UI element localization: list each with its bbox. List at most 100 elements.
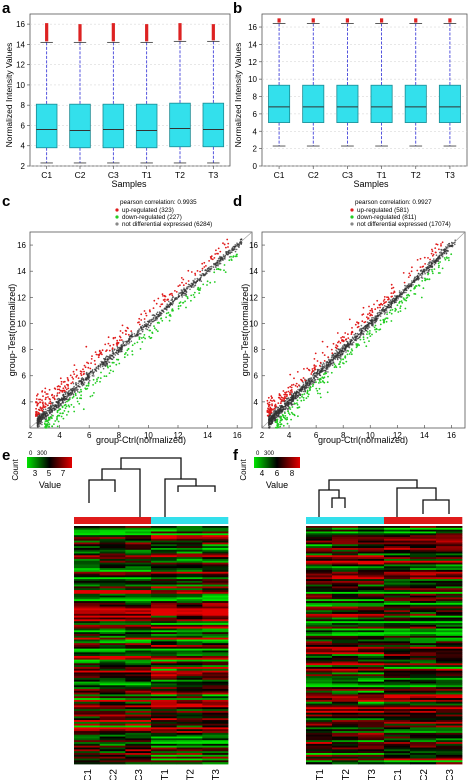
panel-f-cell xyxy=(358,624,385,628)
panel-c-point-notdiff xyxy=(177,294,180,296)
panel-e-cell xyxy=(74,597,101,600)
panel-d-point-notdiff xyxy=(406,286,408,289)
panel-e-cell xyxy=(74,665,101,668)
panel-c-point-up xyxy=(174,290,176,292)
panel-d-point-notdiff xyxy=(451,241,453,244)
panel-e-cell xyxy=(125,661,152,664)
panel-d-point-notdiff xyxy=(338,356,340,359)
panel-e-cell xyxy=(99,655,126,659)
panel-c-point-notdiff xyxy=(216,260,219,262)
panel-d-point-notdiff xyxy=(304,388,306,390)
panel-d-point-notdiff xyxy=(408,283,411,285)
panel-d-point-notdiff xyxy=(397,294,399,297)
panel-c-point-down xyxy=(143,334,146,336)
panel-c-point-notdiff xyxy=(107,361,109,363)
panel-label-a: a xyxy=(2,0,11,17)
panel-c-point-notdiff xyxy=(149,324,152,327)
panel-d-xtick-label-5: 12 xyxy=(393,431,402,440)
panel-d-point-notdiff xyxy=(445,252,448,255)
panel-f-cell xyxy=(410,650,437,653)
panel-e-cell xyxy=(202,688,229,692)
panel-d-point-up xyxy=(383,298,386,301)
panel-c-point-notdiff xyxy=(151,318,153,321)
panel-b-xtick-label-3: T1 xyxy=(377,170,387,180)
panel-e-cell xyxy=(74,692,101,695)
panel-e-cell xyxy=(202,612,229,615)
panel-c-point-down xyxy=(184,300,187,303)
panel-e-cell xyxy=(125,558,152,562)
panel-e-cell xyxy=(176,723,203,726)
panel-f-cell xyxy=(358,542,385,545)
panel-c-point-notdiff xyxy=(141,324,144,327)
panel-c-point-down xyxy=(44,420,47,423)
panel-c-point-notdiff xyxy=(81,384,84,387)
panel-e-cell xyxy=(99,710,126,714)
panel-d-point-up xyxy=(272,399,275,402)
panel-d-point-up xyxy=(341,336,344,338)
panel-f-cell xyxy=(358,602,385,606)
panel-f-cell xyxy=(384,577,411,580)
panel-c-point-notdiff xyxy=(200,274,203,277)
panel-c-point-up xyxy=(56,385,59,388)
panel-a-xtick-label-4: T2 xyxy=(175,170,185,180)
panel-d-point-up xyxy=(292,383,295,386)
panel-e-cell xyxy=(99,749,126,752)
panel-d-point-down xyxy=(432,272,434,275)
panel-e-cell xyxy=(99,557,126,560)
panel-e-cell xyxy=(176,762,203,765)
panel-c-point-down xyxy=(92,384,94,386)
panel-e-cell xyxy=(74,742,101,745)
panel-e-cell xyxy=(74,582,101,585)
panel-e-cell xyxy=(202,665,229,668)
panel-f-cell xyxy=(384,569,411,573)
panel-d-point-notdiff xyxy=(302,381,304,384)
panel-e-cell xyxy=(176,657,203,661)
panel-f-cell xyxy=(332,575,359,578)
panel-c-point-notdiff xyxy=(69,388,72,391)
panel-c-point-down xyxy=(198,289,200,291)
panel-c-point-down xyxy=(63,410,66,412)
panel-e-cell xyxy=(202,699,229,703)
panel-c-point-notdiff xyxy=(186,286,188,289)
panel-f-cell xyxy=(358,569,385,573)
panel-e-cell xyxy=(74,527,101,531)
panel-c-point-up xyxy=(185,282,188,285)
panel-c-point-notdiff xyxy=(108,355,111,358)
panel-f-cell xyxy=(306,544,333,547)
panel-d-point-notdiff xyxy=(435,260,438,262)
panel-e-cell xyxy=(99,542,126,545)
panel-b-box-1 xyxy=(302,84,325,123)
panel-f-cell xyxy=(410,595,437,598)
panel-c-point-up xyxy=(166,299,169,301)
panel-c-point-up xyxy=(187,269,190,272)
panel-c-point-down xyxy=(56,415,58,418)
panel-f-cell xyxy=(436,597,463,600)
panel-f-cell xyxy=(358,579,385,582)
panel-d-point-notdiff xyxy=(356,332,359,335)
panel-e-cell xyxy=(202,584,229,587)
panel-e-cell xyxy=(99,674,126,677)
panel-e-cell xyxy=(74,591,101,595)
panel-c-point-up xyxy=(223,243,226,246)
panel-d-point-notdiff xyxy=(375,315,378,318)
panel-d-point-up xyxy=(436,243,439,246)
panel-c-point-up xyxy=(98,350,101,353)
panel-f-cell xyxy=(306,591,333,595)
panel-d-point-notdiff xyxy=(314,378,317,381)
panel-d-point-up xyxy=(374,308,377,311)
panel-e-cell xyxy=(125,527,152,531)
panel-c-point-up xyxy=(112,337,115,340)
panel-f-cell xyxy=(436,535,463,538)
panel-f-cell xyxy=(358,608,385,611)
panel-c-point-notdiff xyxy=(124,344,126,347)
panel-c-point-down xyxy=(99,380,101,383)
panel-d-point-up xyxy=(393,291,396,293)
panel-b-xtick-label-5: T3 xyxy=(445,170,455,180)
panel-d-point-up xyxy=(409,274,412,277)
panel-d-point-notdiff xyxy=(427,263,429,266)
panel-e-cell xyxy=(202,655,229,659)
panel-e-cell xyxy=(176,529,203,532)
panel-e-cell xyxy=(151,676,178,679)
panel-e-cell xyxy=(99,566,126,569)
panel-d-point-notdiff xyxy=(441,252,443,255)
